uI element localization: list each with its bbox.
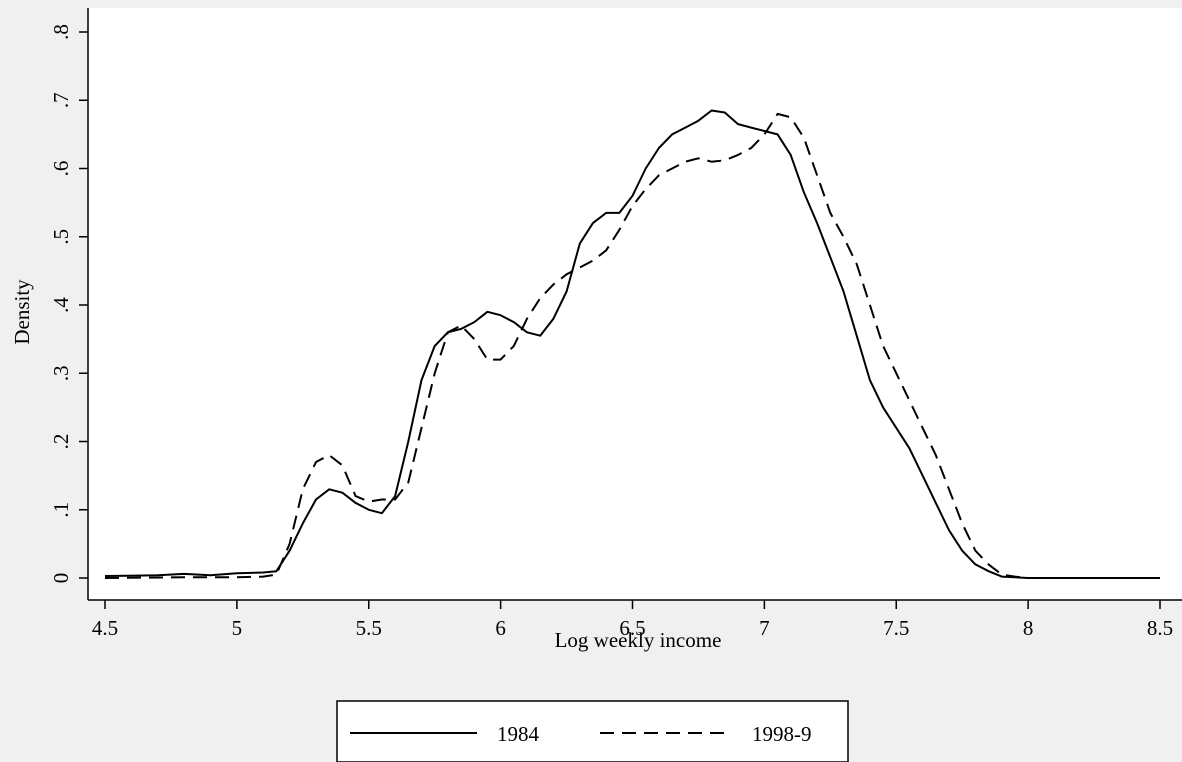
x-ticks: 4.5 5 5.5 6 6.5 7 7.5 8 8.5 (92, 600, 1173, 640)
y-tick-label: .6 (49, 161, 73, 177)
y-axis-label: Density (10, 279, 34, 345)
legend-label-1984: 1984 (497, 722, 540, 746)
x-tick-label: 7.5 (883, 616, 909, 640)
y-tick-label: .2 (49, 434, 73, 450)
plot-area (88, 8, 1182, 600)
legend: 1984 1998-9 (336, 700, 849, 762)
x-axis-label: Log weekly income (555, 628, 722, 652)
x-tick-label: 6.5 (619, 616, 645, 640)
legend-box (336, 700, 849, 762)
y-ticks: 0 .1 .2 .3 .4 .5 .6 .7 .8 (49, 24, 88, 583)
x-tick-label: 4.5 (92, 616, 118, 640)
y-tick-label: 0 (49, 573, 73, 584)
series-line-1984 (104, 109, 1160, 579)
series-line-1998-9 (104, 112, 1160, 579)
x-tick-label: 7 (759, 616, 770, 640)
y-tick-label: .4 (49, 297, 73, 313)
x-tick-label: 5.5 (356, 616, 382, 640)
x-tick-label: 8 (1023, 616, 1034, 640)
x-tick-label: 8.5 (1147, 616, 1173, 640)
y-tick-label: .8 (49, 24, 73, 40)
legend-label-1998-9: 1998-9 (752, 722, 812, 746)
x-tick-label: 6 (495, 616, 506, 640)
x-tick-label: 5 (232, 616, 243, 640)
y-tick-label: .1 (49, 502, 73, 518)
y-tick-label: .7 (49, 92, 73, 108)
series-layer (104, 109, 1160, 579)
y-tick-label: .3 (49, 365, 73, 381)
y-tick-label: .5 (49, 229, 73, 245)
